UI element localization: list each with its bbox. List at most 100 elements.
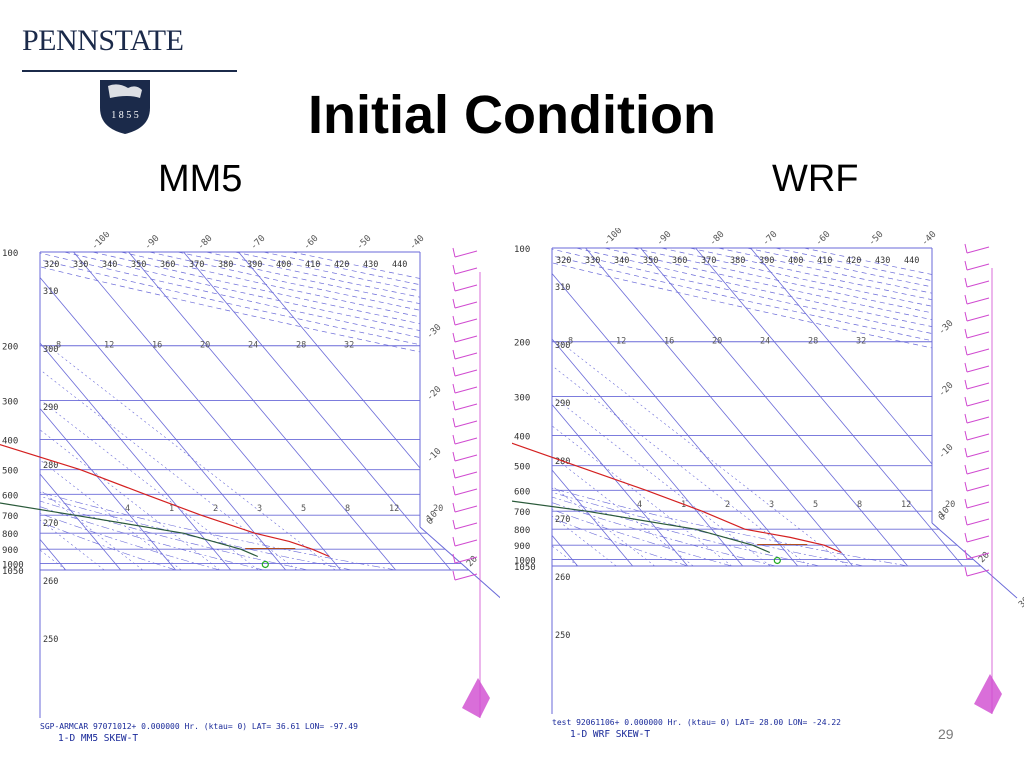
- wind-barb: [966, 365, 990, 373]
- isotherm-line: [750, 248, 1017, 567]
- dry-adiabat-line: [206, 252, 505, 571]
- mixing-ratio-label: 2: [213, 504, 218, 514]
- theta-side-label: 280: [43, 461, 58, 471]
- wind-barb: [454, 284, 478, 292]
- wind-barb: [454, 267, 478, 275]
- moist-adiabat-line: [40, 345, 352, 571]
- wind-barb-flag: [964, 345, 968, 356]
- mixing-ratio-line: [552, 341, 617, 567]
- mixing-ratio-label: 3: [769, 500, 774, 510]
- wind-barb-flag: [964, 396, 968, 407]
- temperature-label: -20: [425, 385, 444, 404]
- mixing-ratio-label: 20: [200, 341, 210, 351]
- isotherm-line: [73, 252, 341, 571]
- temperature-label: -80: [708, 230, 727, 249]
- pressure-label: 400: [2, 436, 18, 446]
- dry-adiabat-line: [234, 252, 505, 571]
- wind-barb: [454, 369, 478, 377]
- mixing-ratio-label: 4: [637, 500, 642, 510]
- mixing-ratio-label: 4: [125, 504, 130, 514]
- wind-barb-flag: [964, 515, 968, 526]
- wind-barb: [966, 331, 990, 339]
- wind-barb: [454, 454, 478, 462]
- theta-label: 390: [759, 256, 774, 266]
- wind-barb-flag: [452, 281, 456, 292]
- mixing-ratio-label: 12: [901, 500, 911, 510]
- dry-adiabat-line: [746, 248, 1017, 567]
- temperature-label: 0: [425, 516, 436, 527]
- wind-barb-flag: [964, 413, 968, 424]
- dry-adiabat-line: [718, 248, 1017, 567]
- wrf-footer-title: 1-D WRF SKEW-T: [570, 729, 650, 740]
- mixing-ratio-line: [40, 345, 182, 571]
- theta-label: 420: [334, 260, 349, 270]
- theta-side-label: 280: [555, 457, 570, 467]
- mixing-ratio-label: 32: [856, 337, 866, 347]
- theta-side-label: 310: [555, 283, 570, 293]
- mixing-ratio-label: 20: [712, 337, 722, 347]
- isotherm-line: [40, 252, 176, 571]
- mixing-ratio-label: 1: [681, 500, 686, 510]
- mixing-ratio-line: [40, 345, 105, 571]
- moist-adiabat-line: [552, 341, 732, 567]
- wind-barb: [966, 518, 990, 526]
- mixing-ratio-line: [552, 341, 809, 567]
- wind-barb-flag: [452, 264, 456, 275]
- dry-adiabat-line: [604, 248, 1017, 567]
- logo-wordmark: PENNSTATE: [22, 24, 184, 57]
- theta-label: 320: [556, 256, 571, 266]
- temperature-label: -100: [90, 232, 112, 252]
- wind-barb: [966, 399, 990, 407]
- moist-adiabat-line: [40, 345, 220, 571]
- temperature-label: -70: [249, 234, 268, 253]
- wind-barb: [966, 280, 990, 288]
- pressure-label: 100: [514, 245, 530, 255]
- temperature-label: 0: [937, 512, 948, 523]
- dry-adiabat-line: [575, 248, 1017, 567]
- wind-barb-flag: [452, 434, 456, 445]
- mixing-ratio-line: [40, 345, 143, 571]
- temperature-label: -90: [655, 230, 674, 249]
- mixing-ratio-label: 8: [56, 341, 61, 351]
- wind-barb-flag: [452, 349, 456, 360]
- theta-label: 360: [672, 256, 687, 266]
- theta-label: 330: [73, 260, 88, 270]
- theta-label: 330: [585, 256, 600, 266]
- wind-barb: [454, 420, 478, 428]
- mixing-ratio-label: 2: [725, 500, 730, 510]
- temperature-label: -10: [937, 443, 956, 462]
- wind-barb-flag: [452, 417, 456, 428]
- temperature-label: -100: [602, 228, 624, 248]
- mixing-ratio-label: 32: [344, 341, 354, 351]
- pressure-label: 400: [514, 432, 530, 442]
- isotherm-line: [512, 248, 523, 566]
- wind-barb: [454, 352, 478, 360]
- temperature-label: -40: [920, 230, 939, 249]
- mixing-ratio-label: 8: [568, 337, 573, 347]
- moist-adiabat-line: [40, 345, 176, 571]
- pressure-label: 900: [514, 542, 530, 552]
- wind-barb-flag: [452, 553, 456, 564]
- wind-barb-flag: [964, 311, 968, 322]
- dewpoint-profile-line: [0, 502, 259, 558]
- moist-adiabat-line: [552, 341, 820, 567]
- temperature-label: 30: [1017, 595, 1024, 610]
- temperature-label: -20: [937, 381, 956, 400]
- mixing-ratio-label: 20: [433, 504, 443, 514]
- wind-barb-flag: [964, 498, 968, 509]
- theta-label: 440: [392, 260, 407, 270]
- dry-adiabat-line: [149, 252, 505, 571]
- theta-label: 400: [276, 260, 291, 270]
- isotherm-line: [552, 248, 633, 567]
- moist-adiabat-line: [40, 345, 264, 571]
- mixing-ratio-line: [559, 341, 848, 567]
- wind-barb: [454, 505, 478, 513]
- dry-adiabat-line: [661, 248, 1017, 567]
- isotherm-line: [0, 252, 11, 570]
- moist-adiabat-line: [552, 341, 908, 567]
- dry-adiabat-line: [552, 248, 1017, 567]
- mixing-ratio-line: [40, 345, 220, 571]
- wind-barb-flag: [452, 247, 456, 258]
- slide-number: 29: [938, 726, 954, 742]
- wind-barb-flag: [964, 447, 968, 458]
